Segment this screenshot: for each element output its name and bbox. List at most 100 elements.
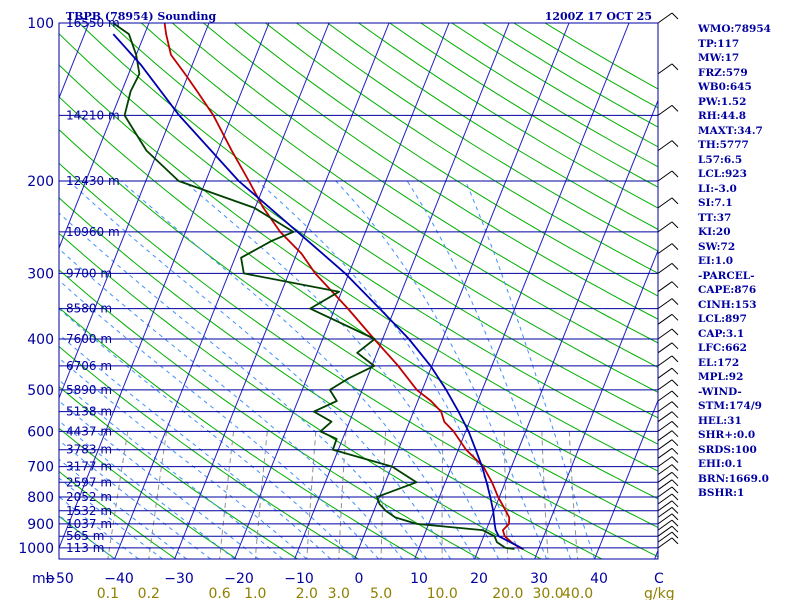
- mixing-ratio-line: [441, 431, 444, 559]
- wind-barb: [657, 519, 679, 531]
- wind-barb: [657, 262, 679, 274]
- wind-barb: [657, 486, 679, 498]
- dry-adiabat: [59, 515, 116, 559]
- parcel-path: [112, 33, 524, 550]
- wind-barb: [657, 140, 679, 152]
- wind-barb: [657, 379, 679, 391]
- wind-barb: [657, 479, 679, 491]
- isotherm: [294, 23, 510, 559]
- wind-barb: [657, 367, 679, 379]
- dewpoint-profile: [112, 23, 515, 550]
- moist-adiabat: [59, 357, 307, 559]
- dry-adiabat: [171, 23, 658, 344]
- temperature-profile: [163, 23, 524, 550]
- index-item: WB0:645: [698, 81, 752, 93]
- height-label: 9700 m: [66, 266, 112, 280]
- moist-adiabat: [59, 400, 259, 559]
- wind-barb: [657, 500, 679, 512]
- temperature-tick-label: −50: [44, 571, 74, 587]
- dry-adiabat: [59, 345, 359, 559]
- index-item: CAP:3.1: [698, 327, 745, 340]
- pressure-tick-label: 600: [27, 424, 54, 440]
- pressure-tick-label: 800: [27, 490, 54, 506]
- wind-barb: [657, 328, 679, 340]
- temperature-tick-label: −30: [164, 571, 194, 587]
- index-item: FRZ:579: [698, 66, 748, 79]
- stability-indices-list: WMO:78954 TP:117 MW:17 FRZ:579 WB0:645 PW:1.5…: [698, 22, 798, 501]
- moist-adiabat: [59, 477, 163, 559]
- wind-barb: [657, 104, 679, 116]
- index-item: BRN:1669.0: [698, 472, 769, 485]
- index-item: EHI:0.1: [698, 458, 743, 470]
- pressure-unit-label: mb: [32, 571, 55, 587]
- index-item: TH:5777: [698, 139, 749, 151]
- wind-barb: [657, 197, 679, 209]
- isotherm: [414, 23, 630, 559]
- moist-adiabat: [59, 458, 187, 559]
- index-item: -WIND-: [698, 385, 742, 398]
- mixing-ratio-line: [107, 431, 129, 559]
- mixing-ratio-line: [338, 431, 347, 559]
- wind-barb: [657, 221, 679, 233]
- wind-barb: [657, 493, 679, 505]
- mixing-ratio-label: 0.1: [97, 586, 119, 600]
- index-item: SHR+:0.0: [698, 429, 756, 441]
- dry-adiabat: [234, 23, 658, 297]
- wind-barb: [657, 531, 679, 543]
- height-label: 1532 m: [66, 504, 112, 518]
- index-item: MAXT:34.7: [698, 124, 763, 137]
- moist-adiabat: [59, 279, 379, 559]
- wind-barb: [657, 170, 679, 182]
- height-label: 3783 m: [66, 443, 112, 457]
- dry-adiabat: [59, 128, 658, 528]
- dry-adiabat: [59, 197, 603, 559]
- moist-adiabat: [406, 180, 572, 559]
- temperature-tick-label: −10: [284, 571, 314, 587]
- dry-adiabat: [203, 23, 658, 320]
- mixing-ratio-line: [568, 431, 579, 559]
- index-item: CINH:153: [698, 298, 757, 311]
- moist-adiabat: [59, 308, 355, 559]
- height-label: 12430 m: [66, 174, 120, 188]
- index-item: BSHR:1: [698, 487, 745, 499]
- wind-barb: [657, 411, 679, 423]
- index-item: SW:72: [698, 240, 736, 253]
- wind-barb: [657, 342, 679, 354]
- moist-adiabat: [257, 180, 524, 559]
- index-item: PW:1.52: [698, 95, 747, 108]
- isotherm: [474, 99, 658, 559]
- index-item: TP:117: [698, 37, 740, 50]
- isotherm: [0, 23, 29, 559]
- dry-adiabat: [265, 23, 658, 274]
- wind-barb: [657, 401, 679, 413]
- mixing-ratio-unit-label: g/kg: [644, 586, 675, 600]
- moist-adiabat: [183, 180, 500, 559]
- wind-barb: [657, 525, 679, 537]
- pressure-tick-label: 500: [27, 383, 54, 399]
- mixing-ratio-label: 3.0: [328, 586, 350, 600]
- temperature-tick-label: 20: [470, 571, 488, 587]
- isotherm: [59, 23, 270, 550]
- index-item: WMO:78954: [698, 23, 771, 35]
- moist-adiabat: [464, 180, 596, 559]
- pressure-tick-label: 900: [27, 517, 54, 533]
- isotherm: [534, 249, 658, 559]
- moist-adiabat: [59, 212, 428, 559]
- wind-barbs: [657, 12, 679, 549]
- index-item: STM:174/9: [698, 400, 762, 412]
- height-label: 14210 m: [66, 108, 120, 122]
- height-label: 6706 m: [66, 359, 112, 373]
- index-item: EI:1.0: [698, 255, 734, 267]
- dry-adiabat: [296, 23, 658, 252]
- index-item: LCL:923: [698, 168, 747, 180]
- pressure-tick-label: 700: [27, 460, 54, 476]
- wind-barb: [657, 63, 679, 75]
- index-item: -PARCEL-: [698, 269, 755, 282]
- wind-barb: [657, 390, 679, 402]
- wind-barb: [657, 456, 679, 468]
- index-item: LCL:897: [698, 313, 747, 325]
- wind-barb: [657, 471, 679, 483]
- wind-barb: [657, 355, 679, 367]
- index-item: L57:6.5: [698, 153, 743, 166]
- height-label: 5890 m: [66, 383, 112, 397]
